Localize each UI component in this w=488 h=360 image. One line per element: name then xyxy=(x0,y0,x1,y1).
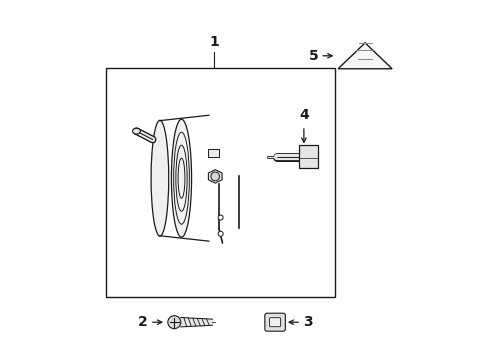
Polygon shape xyxy=(337,43,391,69)
Circle shape xyxy=(218,215,223,220)
Ellipse shape xyxy=(132,128,140,134)
Polygon shape xyxy=(208,170,222,183)
FancyBboxPatch shape xyxy=(298,145,318,168)
Bar xyxy=(106,68,334,297)
Text: 3: 3 xyxy=(303,315,312,329)
Ellipse shape xyxy=(151,120,168,236)
Text: 1: 1 xyxy=(208,35,218,49)
Text: 4: 4 xyxy=(299,108,308,122)
Polygon shape xyxy=(181,318,212,327)
FancyBboxPatch shape xyxy=(264,313,285,331)
Text: 2: 2 xyxy=(138,315,148,329)
Bar xyxy=(207,149,219,157)
Ellipse shape xyxy=(171,119,191,237)
Circle shape xyxy=(218,231,223,236)
Text: 5: 5 xyxy=(308,49,318,63)
Circle shape xyxy=(167,316,181,329)
FancyBboxPatch shape xyxy=(269,318,280,327)
Circle shape xyxy=(210,172,219,181)
